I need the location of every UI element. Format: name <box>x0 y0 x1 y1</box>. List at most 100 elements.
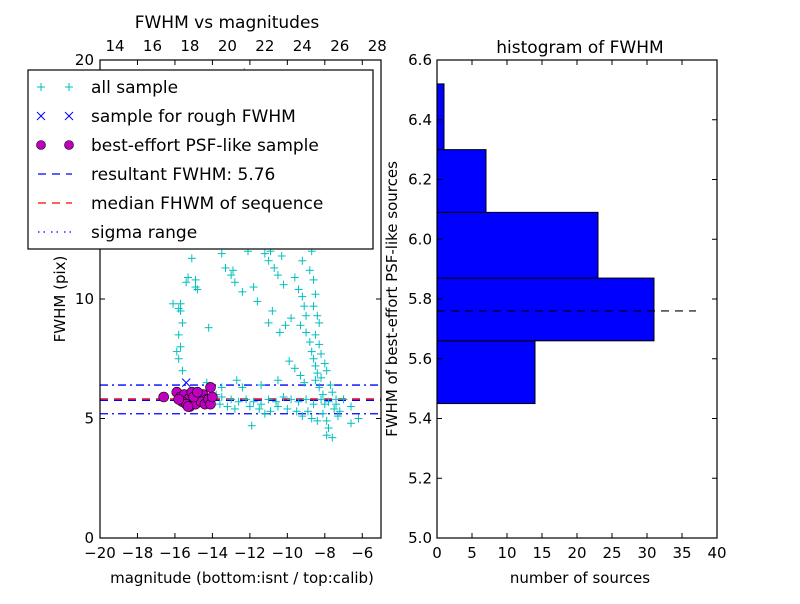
x-axis-ticks: 0 5 10 15 20 25 30 35 40 <box>432 60 727 562</box>
all-sample-point <box>317 395 326 404</box>
all-sample-point <box>328 388 337 397</box>
all-sample-point <box>302 311 311 320</box>
all-sample-point <box>354 414 363 423</box>
all-sample-point <box>298 256 307 265</box>
psf-like-point <box>207 391 218 403</box>
scatter-plot: −20 −18 −16 −14 −12 −10 −8 −6 0 5 10 20 14 16 18 20 22… <box>27 13 387 587</box>
all-sample-point <box>315 383 324 392</box>
all-sample-point <box>232 376 241 385</box>
x-tick-label: −6 <box>351 544 373 562</box>
all-sample-point <box>230 278 239 287</box>
all-sample-point <box>204 323 213 332</box>
x-tick-label: 20 <box>567 544 586 562</box>
all-sample-point <box>268 306 277 315</box>
all-sample-point <box>302 395 311 404</box>
legend-label: best-effort PSF-like sample <box>91 136 319 156</box>
all-sample-point <box>347 402 356 411</box>
all-sample-point <box>242 395 251 404</box>
all-sample-point <box>292 407 301 416</box>
all-sample-point <box>324 424 333 433</box>
all-sample-point <box>193 285 202 294</box>
all-sample-point <box>302 328 311 337</box>
legend-marker-plus-icon <box>37 83 73 91</box>
histogram-title: histogram of FWHM <box>496 38 663 58</box>
all-sample-point <box>257 381 266 390</box>
all-sample-point <box>266 407 275 416</box>
all-sample-point <box>217 383 226 392</box>
histogram-bar <box>436 340 536 405</box>
all-sample-point <box>217 249 226 258</box>
all-sample-point <box>229 266 238 275</box>
all-sample-point <box>335 407 344 416</box>
histogram-ylabel: FWHM of best-effort PSF-like sources <box>383 161 401 437</box>
x-b <box>181 378 191 388</box>
histogram-bar <box>436 277 655 342</box>
dot <box>64 140 74 150</box>
all-sample-point <box>272 397 281 406</box>
psf-like-point <box>205 382 216 393</box>
all-sample-point <box>322 366 331 375</box>
all-sample-point <box>330 404 339 413</box>
all-sample-point <box>311 376 320 385</box>
x-tick-label: 0 <box>432 544 442 562</box>
legend-label: median FHWM of sequence <box>91 194 323 214</box>
all-sample-point <box>273 271 282 280</box>
x-tick-label: −12 <box>234 544 266 562</box>
histogram-bars <box>436 83 655 405</box>
all-sample-point <box>285 357 294 366</box>
top-tick-label: 18 <box>180 37 199 55</box>
psf-like-point <box>182 401 194 412</box>
scatter-xlabel: magnitude (bottom:isnt / top:calib) <box>110 569 374 587</box>
x-tick-label: −8 <box>314 544 336 562</box>
all-sample-point <box>307 347 316 356</box>
all-sample-point <box>253 297 262 306</box>
all-sample-point <box>290 273 299 282</box>
histogram-bar <box>436 83 445 151</box>
all-sample-point <box>238 383 247 392</box>
all-sample-point <box>279 392 288 401</box>
legend-marker-circle-icon <box>36 140 74 150</box>
all-sample-point <box>287 395 296 404</box>
all-sample-point <box>273 402 282 411</box>
all-sample-point <box>333 412 342 421</box>
all-sample-point <box>318 390 327 399</box>
top-tick-label: 22 <box>255 37 274 55</box>
all-sample-point <box>260 249 269 258</box>
psf-like-point <box>192 386 203 398</box>
x-tick-label: −10 <box>272 544 304 562</box>
all-sample-point <box>313 416 322 425</box>
y-tick-label: 5.4 <box>408 410 432 428</box>
x-tick-label: −18 <box>122 544 154 562</box>
all-sample-point <box>339 395 348 404</box>
all-sample-point <box>309 275 318 284</box>
all-sample-point <box>303 407 312 416</box>
all-sample-point <box>287 314 296 323</box>
all-sample-point <box>322 416 331 425</box>
all-sample-point <box>311 361 320 370</box>
scatter-ylabel: FWHM (pix) <box>51 256 69 343</box>
x-tick-label: 25 <box>602 544 621 562</box>
x-tick-label: 15 <box>532 544 551 562</box>
all-sample-point <box>215 400 224 409</box>
legend-label: all sample <box>91 78 178 98</box>
histogram-xlabel: number of sources <box>510 569 650 587</box>
legend-marker-x-icon <box>36 111 74 121</box>
all-sample-point <box>328 433 337 442</box>
all-sample-point <box>172 347 181 356</box>
all-sample-point <box>283 404 292 413</box>
all-sample-point <box>315 318 324 327</box>
all-sample-point <box>311 290 320 299</box>
legend-entries: all sample sample for rough FWHM best-effo… <box>36 78 323 243</box>
all-sample-point <box>176 306 185 315</box>
y-tick-label: 10 <box>75 290 94 308</box>
all-sample-point <box>347 419 356 428</box>
y-tick-label: 5.0 <box>408 529 432 547</box>
legend-entry: best-effort PSF-like sample <box>36 136 319 156</box>
all-sample-point <box>290 364 299 373</box>
all-sample-point <box>217 392 226 401</box>
top-axis-ticks: 14 16 18 20 22 24 26 28 <box>105 37 386 55</box>
legend-box <box>27 69 374 250</box>
all-sample-point <box>307 414 316 423</box>
all-sample-point <box>305 338 314 347</box>
all-sample-point <box>184 273 193 282</box>
